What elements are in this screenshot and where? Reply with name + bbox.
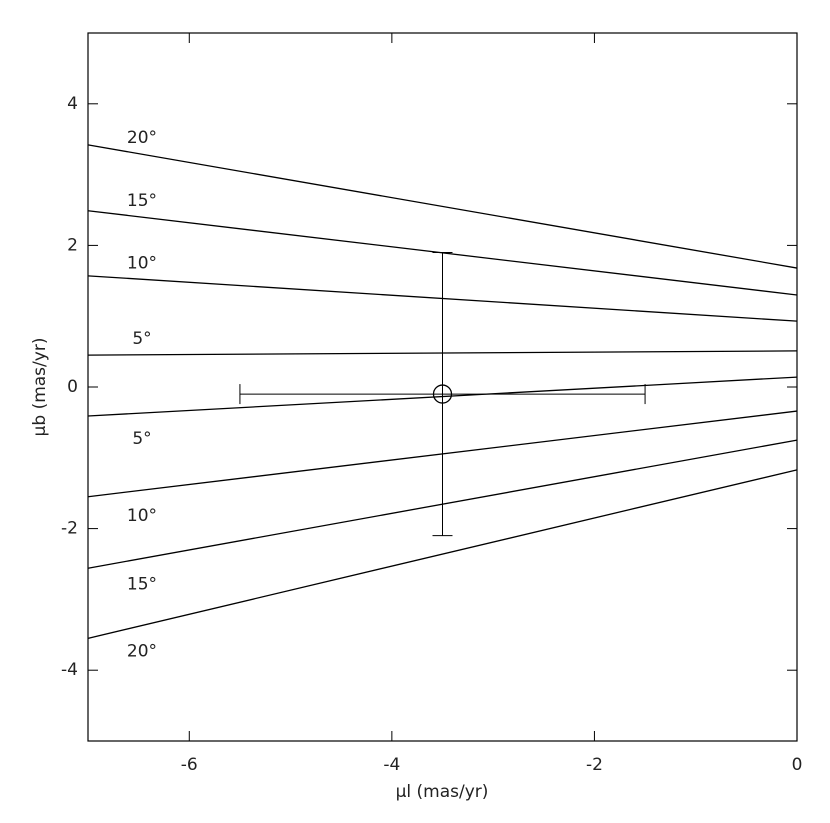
y-tick-label: 2 [67,235,78,255]
line-label: 10° [127,253,157,273]
x-tick-label: -6 [181,755,198,775]
line-label: 10° [127,506,157,526]
line-label: 20° [127,642,157,662]
line-label: 15° [127,191,157,211]
y-tick-label: -4 [61,660,78,680]
x-axis-label: μl (mas/yr) [396,782,489,802]
line-label: 5° [132,329,151,349]
y-tick-label: -2 [61,519,78,539]
angle-line [87,144,798,269]
y-axis-label: μb (mas/yr) [30,338,50,437]
line-label: 15° [127,574,157,594]
y-tick-label: 4 [67,94,78,114]
y-tick-label: 0 [67,377,78,397]
x-tick-label: -4 [383,755,400,775]
angle-line [87,469,798,639]
data-point [432,384,453,404]
line-label: 20° [127,128,157,148]
x-tick-label: 0 [792,755,803,775]
line-label: 5° [132,429,151,449]
x-tick-label: -2 [586,755,603,775]
